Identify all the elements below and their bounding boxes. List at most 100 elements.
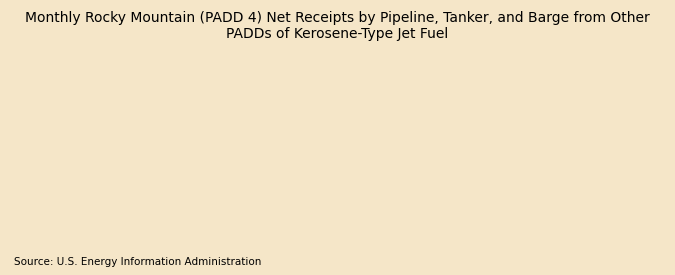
Point <box>525 152 536 157</box>
Point <box>477 145 487 150</box>
Point <box>468 141 479 145</box>
Point <box>148 166 159 170</box>
Point <box>618 141 628 145</box>
Point <box>123 150 134 154</box>
Point <box>502 150 513 154</box>
Point <box>223 168 234 173</box>
Point <box>481 148 491 152</box>
Point <box>294 118 304 122</box>
Point <box>182 157 192 161</box>
Point <box>300 120 311 125</box>
Point <box>150 168 161 173</box>
Point <box>414 139 425 143</box>
Point <box>107 155 118 159</box>
Point <box>551 136 562 141</box>
Point <box>556 132 567 136</box>
Point <box>335 132 346 136</box>
Point <box>145 175 156 180</box>
Point <box>608 143 618 147</box>
Point <box>537 143 547 147</box>
Point <box>312 125 323 129</box>
Point <box>219 155 230 159</box>
Point <box>412 134 423 138</box>
Point <box>238 173 248 177</box>
Point <box>518 157 529 161</box>
Point <box>387 182 398 186</box>
Point <box>539 141 549 145</box>
Point <box>110 148 121 152</box>
Point <box>605 141 616 145</box>
Point <box>171 173 182 177</box>
Point <box>102 161 113 166</box>
Point <box>514 150 525 154</box>
Point <box>626 136 637 141</box>
Point <box>176 152 187 157</box>
Point <box>470 141 481 145</box>
Point <box>103 170 114 175</box>
Point <box>560 132 571 136</box>
Point <box>512 150 522 154</box>
Point <box>142 175 153 180</box>
Point <box>136 175 147 180</box>
Point <box>603 139 614 143</box>
Point <box>321 109 331 113</box>
Point <box>573 150 584 154</box>
Point <box>475 143 486 147</box>
Point <box>487 145 498 150</box>
Point <box>379 106 389 111</box>
Point <box>406 141 416 145</box>
Point <box>272 116 283 120</box>
Point <box>169 170 180 175</box>
Point <box>484 150 495 154</box>
Point <box>168 175 179 180</box>
Point <box>431 148 442 152</box>
Point <box>126 166 136 170</box>
Point <box>287 118 298 122</box>
Point <box>541 145 551 150</box>
Point <box>522 148 533 152</box>
Point <box>506 157 516 161</box>
Point <box>544 143 555 147</box>
Point <box>350 148 361 152</box>
Point <box>157 177 168 182</box>
Point <box>259 127 270 131</box>
Point <box>531 152 542 157</box>
Point <box>221 159 232 164</box>
Point <box>427 143 438 147</box>
Point <box>605 139 616 143</box>
Point <box>535 150 545 154</box>
Point <box>356 141 367 145</box>
Point <box>451 145 462 150</box>
Point <box>429 148 440 152</box>
Point <box>187 157 198 161</box>
Point <box>379 120 390 125</box>
Point <box>283 122 294 127</box>
Point <box>547 141 558 145</box>
Point <box>338 132 348 136</box>
Point <box>257 118 268 122</box>
Point <box>416 143 427 147</box>
Point <box>439 150 450 154</box>
Point <box>344 141 355 145</box>
Point <box>568 129 578 134</box>
Point <box>620 139 631 143</box>
Point <box>589 150 600 154</box>
Point <box>620 136 630 141</box>
Point <box>623 134 634 138</box>
Point <box>225 170 236 175</box>
Point <box>497 145 508 150</box>
Point <box>247 157 258 161</box>
Point <box>301 122 312 127</box>
Point <box>614 139 625 143</box>
Point <box>426 141 437 145</box>
Point <box>271 122 282 127</box>
Point <box>179 150 190 154</box>
Point <box>331 127 342 131</box>
Point <box>441 150 452 154</box>
Point <box>373 150 384 154</box>
Point <box>565 127 576 131</box>
Point <box>558 136 569 141</box>
Point <box>624 136 634 141</box>
Point <box>357 145 368 150</box>
Point <box>430 150 441 154</box>
